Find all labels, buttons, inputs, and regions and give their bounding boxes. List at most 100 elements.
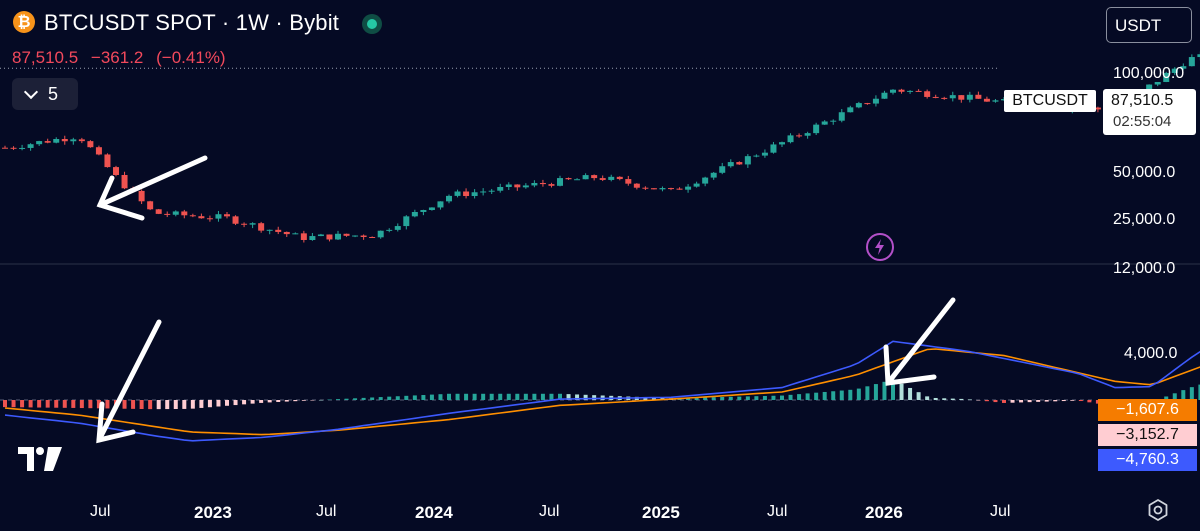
histogram-bar — [728, 396, 733, 400]
candle — [958, 95, 965, 100]
histogram-bar — [242, 400, 247, 405]
candle — [420, 210, 427, 212]
market-status-icon[interactable] — [362, 14, 382, 34]
candle — [898, 89, 905, 92]
histogram-bar — [71, 400, 76, 408]
price-change: −361.2 — [90, 48, 144, 67]
candle — [1180, 66, 1187, 69]
candle — [454, 191, 461, 196]
candle — [676, 188, 683, 190]
histogram-bar — [148, 400, 153, 410]
candle — [1154, 81, 1161, 85]
candle — [941, 97, 948, 99]
histogram-bar — [156, 400, 161, 410]
price-summary: 87,510.5 −361.2 (−0.41%) — [12, 48, 234, 68]
histogram-bar — [20, 400, 25, 408]
candle — [915, 90, 922, 92]
histogram-bar — [344, 398, 349, 400]
histogram-bar — [96, 400, 101, 409]
candle — [787, 135, 794, 143]
candle — [403, 216, 410, 227]
candle — [155, 209, 162, 214]
candle — [804, 133, 811, 136]
candle — [522, 185, 529, 188]
histogram-bar — [1198, 384, 1200, 400]
histogram-bar — [88, 400, 93, 409]
candle — [258, 223, 265, 231]
histogram-bar — [566, 394, 571, 400]
signal-line — [4, 348, 1200, 436]
candle — [138, 190, 145, 202]
histogram-bar — [1164, 396, 1169, 400]
candle — [206, 218, 213, 220]
histogram-bar — [54, 400, 59, 408]
candle — [642, 187, 649, 189]
candle — [966, 94, 973, 100]
histogram-bar — [250, 400, 255, 404]
candle — [650, 188, 657, 190]
histogram-bar — [79, 400, 84, 409]
price-axis-label: 50,000.0 — [1113, 164, 1176, 181]
histogram-bar — [1010, 400, 1015, 403]
histogram-bar — [711, 397, 716, 400]
histogram-bar — [173, 400, 178, 410]
histogram-bar — [950, 398, 955, 400]
histogram-bar — [643, 397, 648, 400]
last-price-badge-value: 87,510.5 — [1111, 92, 1174, 109]
histogram-bar — [122, 400, 127, 409]
candle — [377, 230, 384, 238]
lightning-icon[interactable] — [866, 233, 894, 261]
histogram-bar — [182, 400, 187, 409]
histogram-bar — [370, 397, 375, 400]
candle — [471, 192, 478, 197]
histogram-bar — [284, 400, 289, 402]
candle — [693, 183, 700, 187]
histogram-bar — [651, 397, 656, 400]
candle — [343, 233, 350, 236]
histogram-bar — [387, 396, 392, 400]
candle — [164, 213, 171, 215]
histogram-bar — [703, 397, 708, 400]
settings-gear-icon[interactable] — [1146, 498, 1170, 522]
histogram-bar — [1027, 400, 1032, 403]
time-axis-label: 2024 — [415, 503, 453, 522]
histogram-bar — [694, 397, 699, 400]
candle — [855, 103, 862, 108]
time-axis-label: Jul — [316, 503, 337, 520]
currency-select[interactable]: USDT — [1106, 7, 1192, 43]
macd-value-badge: −4,760.3 — [1098, 449, 1197, 471]
candle — [975, 94, 982, 99]
histogram-bar — [762, 395, 767, 400]
candle — [95, 147, 102, 155]
tradingview-logo-icon — [18, 447, 62, 471]
candle — [1094, 107, 1101, 110]
price-change-pct: (−0.41%) — [156, 48, 226, 67]
histogram-bar — [190, 400, 195, 409]
candle — [992, 100, 999, 102]
histogram-bar — [1070, 400, 1075, 401]
histogram-bar — [532, 393, 537, 400]
chart-title: BTCUSDT SPOT · 1W · Bybit — [44, 10, 340, 35]
indicators-toggle-button[interactable]: 5 — [12, 78, 78, 110]
histogram-bar — [293, 400, 298, 402]
histogram-bar — [916, 392, 921, 400]
time-axis-label: Jul — [90, 503, 111, 520]
histogram-bar — [131, 400, 136, 409]
candle — [719, 166, 726, 173]
candle — [61, 139, 68, 142]
candle — [19, 147, 26, 149]
histogram-bar — [412, 395, 417, 400]
candle — [292, 233, 299, 235]
candle — [215, 214, 222, 219]
histogram-bar — [472, 393, 477, 400]
candle — [36, 141, 43, 145]
candle — [838, 112, 845, 121]
candle — [685, 186, 692, 190]
candle — [463, 191, 470, 197]
histogram-bar — [976, 400, 981, 401]
time-axis-label: Jul — [990, 503, 1011, 520]
candle — [736, 162, 743, 165]
histogram-bar — [754, 396, 759, 400]
histogram-bar — [310, 400, 315, 401]
